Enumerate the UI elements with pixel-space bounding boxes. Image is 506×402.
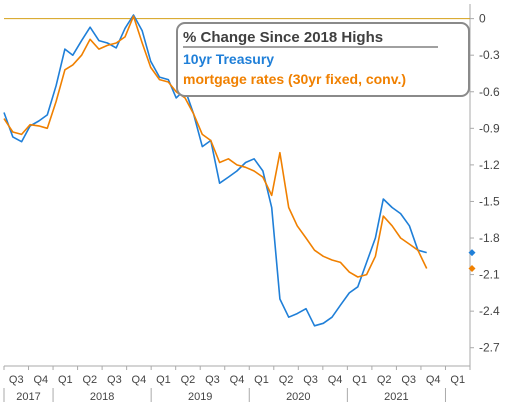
x-tick-label: Q1 bbox=[352, 374, 367, 386]
y-tick-label: -0.9 bbox=[479, 121, 500, 135]
x-tick-label: Q3 bbox=[107, 374, 122, 386]
legend-entry-mortgage-rates: mortgage rates (30yr fixed, conv.) bbox=[183, 71, 406, 87]
year-label: 2019 bbox=[188, 391, 212, 402]
x-tick-label: Q4 bbox=[426, 374, 441, 386]
x-tick-label: Q2 bbox=[181, 374, 196, 386]
x-tick-label: Q4 bbox=[132, 374, 147, 386]
x-tick-label: Q1 bbox=[450, 374, 465, 386]
x-tick-label: Q2 bbox=[377, 374, 392, 386]
series-layer bbox=[3, 14, 428, 327]
y-tick-label: 0 bbox=[479, 12, 486, 26]
y-axis-ticks: 0 -0.3 -0.6 -0.9 -1.2 -1.5 -1.8 -2.1 -2.4 -2.7 bbox=[470, 12, 500, 355]
end-marker-10yr-treasury bbox=[468, 249, 476, 257]
y-tick-label: -0.3 bbox=[479, 48, 500, 62]
x-tick-label: Q2 bbox=[82, 374, 97, 386]
y-tick-label: -0.6 bbox=[479, 85, 500, 99]
series-line-10yr-treasury bbox=[3, 14, 427, 327]
x-tick-label: Q2 bbox=[279, 374, 294, 386]
y-tick-label: -1.2 bbox=[479, 158, 500, 172]
x-tick-label: Q1 bbox=[58, 374, 73, 386]
y-tick-label: -1.5 bbox=[479, 194, 500, 208]
x-tick-label: Q4 bbox=[33, 374, 48, 386]
y-tick-label: -1.8 bbox=[479, 231, 500, 245]
series-line-mortgage-rates bbox=[3, 15, 428, 278]
end-marker-mortgage-rates bbox=[468, 264, 476, 272]
x-tick-label: Q4 bbox=[230, 374, 245, 386]
year-label: 2020 bbox=[286, 391, 310, 402]
y-tick-label: -2.1 bbox=[479, 268, 500, 282]
x-tick-label: Q3 bbox=[303, 374, 318, 386]
end-markers bbox=[468, 249, 476, 272]
x-tick-label: Q1 bbox=[156, 374, 171, 386]
legend-entry-10yr-treasury: 10yr Treasury bbox=[183, 51, 274, 67]
x-tick-label: Q3 bbox=[9, 374, 24, 386]
year-label: 2021 bbox=[384, 391, 408, 402]
year-row: 2017 2018 2019 2020 2021 bbox=[3, 388, 446, 402]
legend: % Change Since 2018 Highs 10yr Treasury … bbox=[176, 22, 470, 97]
chart-title: % Change Since 2018 Highs bbox=[183, 29, 383, 46]
x-axis-ticks: Q3 Q4 Q1 Q2 Q3 Q4 Q1 Q2 Q3 Q4 Q1 Q2 Q3 Q4 Q1 Q2 Q3 Q4 Q1 bbox=[3, 366, 471, 386]
y-tick-label: -2.4 bbox=[479, 304, 500, 318]
x-tick-label: Q3 bbox=[205, 374, 220, 386]
year-label: 2018 bbox=[90, 391, 114, 402]
y-tick-label: -2.7 bbox=[479, 341, 500, 355]
x-tick-label: Q4 bbox=[328, 374, 343, 386]
x-tick-label: Q3 bbox=[401, 374, 416, 386]
x-tick-label: Q1 bbox=[254, 374, 269, 386]
legend-box bbox=[176, 22, 470, 97]
year-label: 2017 bbox=[16, 391, 40, 402]
plot-area bbox=[3, 4, 476, 367]
